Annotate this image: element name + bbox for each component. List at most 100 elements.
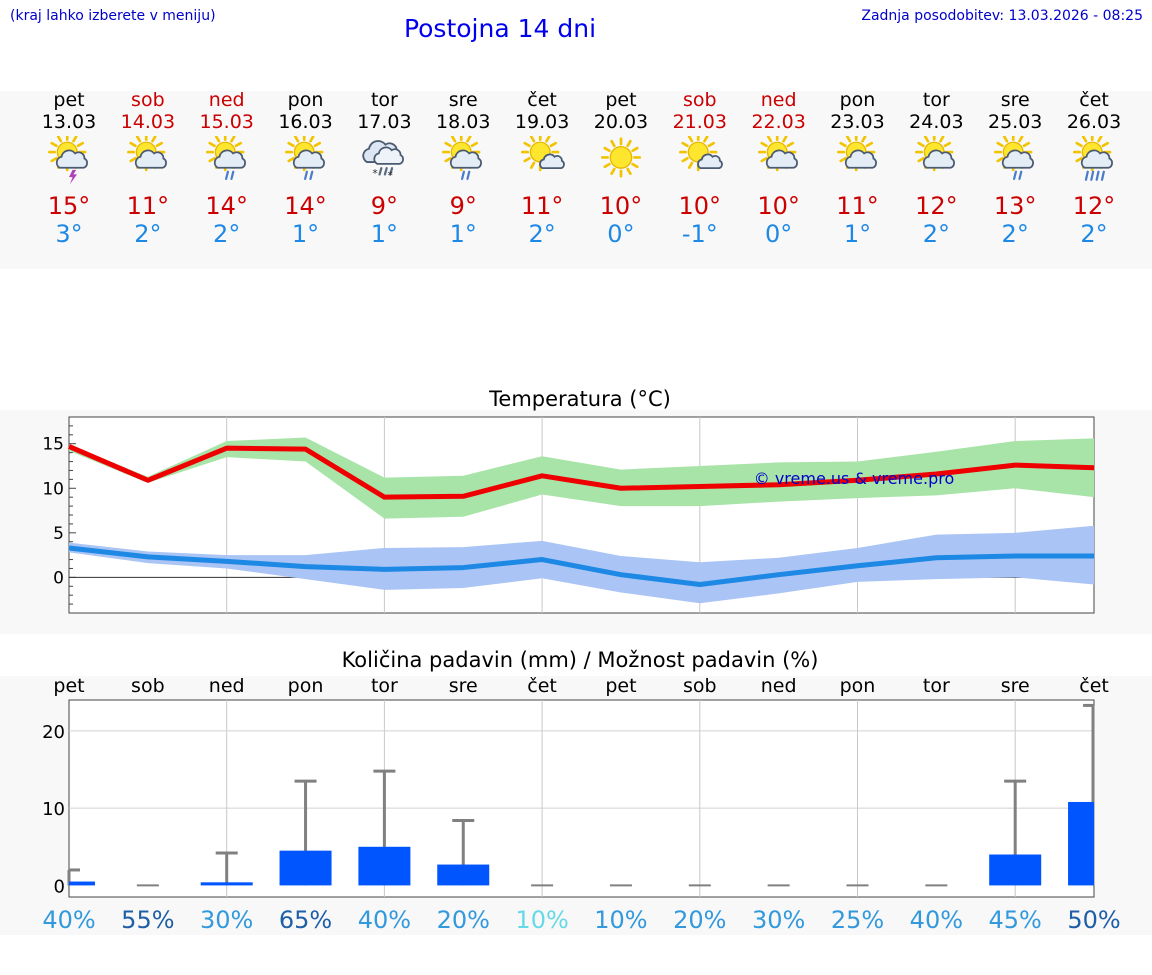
day-date: 14.03 bbox=[120, 111, 176, 133]
precip-probability: 40% bbox=[910, 906, 963, 934]
day-date: 15.03 bbox=[199, 111, 254, 133]
day-date: 19.03 bbox=[514, 111, 570, 133]
sun-cloud-icon bbox=[915, 132, 956, 172]
day-column: čet 26.03 12° 2° bbox=[1054, 89, 1134, 248]
max-temperature-line bbox=[68, 444, 1095, 500]
min-temperature: 2° bbox=[528, 220, 556, 248]
precip-day-label: sre bbox=[1001, 675, 1030, 697]
y-tick-label: 0 bbox=[53, 568, 64, 588]
day-name: sre bbox=[448, 89, 478, 111]
precip-probability: 20% bbox=[437, 906, 490, 934]
precip-day-label: čet bbox=[527, 675, 557, 697]
sun-cloud-icon bbox=[757, 132, 798, 172]
precip-probability: 65% bbox=[279, 906, 332, 934]
sun-cloud-rain-icon bbox=[284, 132, 325, 180]
day-column: tor 24.03 12° 2° bbox=[896, 89, 976, 248]
precip-probability: 50% bbox=[1067, 906, 1120, 934]
min-temperature: 2° bbox=[1001, 220, 1029, 248]
precip-day-label: sob bbox=[683, 675, 717, 697]
day-name: čet bbox=[1079, 89, 1109, 111]
sun-small-cloud-icon bbox=[521, 132, 565, 172]
min-temperature: 1° bbox=[843, 220, 872, 248]
day-date: 23.03 bbox=[830, 111, 885, 133]
precip-day-label: sob bbox=[131, 675, 165, 697]
day-name: ned bbox=[760, 89, 797, 111]
day-column: pon 23.03 11° 1° bbox=[818, 89, 898, 248]
sun-icon bbox=[600, 137, 642, 178]
max-temperature: 12° bbox=[1072, 192, 1116, 220]
day-name: tor bbox=[922, 89, 950, 111]
y-tick-label: 20 bbox=[42, 722, 65, 743]
day-date: 18.03 bbox=[436, 111, 491, 133]
day-column: ned 22.03 10° 0° bbox=[739, 89, 819, 248]
day-date: 13.03 bbox=[41, 111, 97, 133]
day-name: pet bbox=[605, 89, 637, 111]
day-column: ned 15.03 14° 2° bbox=[187, 89, 267, 248]
sun-cloud-heavy-rain-icon bbox=[1073, 132, 1114, 181]
precip-day-label: tor bbox=[371, 675, 398, 697]
min-temperature: 0° bbox=[765, 220, 793, 248]
day-date: 16.03 bbox=[278, 111, 333, 133]
day-column: pet 20.03 10° 0° bbox=[581, 89, 661, 248]
forecast-strip bbox=[0, 91, 1152, 269]
min-temperature: 0° bbox=[607, 220, 635, 248]
max-temperature: 10° bbox=[757, 192, 800, 220]
sun-small-cloud-icon bbox=[678, 132, 723, 172]
precipitation-plot-area bbox=[68, 699, 1095, 898]
precip-day-label: pon bbox=[840, 675, 876, 697]
day-date: 22.03 bbox=[751, 111, 806, 133]
precip-day-label: čet bbox=[1079, 675, 1109, 697]
precip-day-label: ned bbox=[761, 675, 797, 697]
max-temperature: 14° bbox=[284, 192, 327, 220]
location-menu-note: (kraj lahko izberete v meniju) bbox=[10, 8, 216, 24]
day-name: sob bbox=[683, 89, 717, 111]
day-date: 21.03 bbox=[672, 111, 727, 133]
day-column: sob 21.03 10° -1° bbox=[660, 89, 740, 248]
y-tick-label: 0 bbox=[54, 876, 65, 897]
temperature-chart: 0 5 10 15 © vreme.us & vreme.pro bbox=[42, 416, 1095, 614]
min-temperature: 2° bbox=[134, 220, 162, 248]
precip-probability: 55% bbox=[121, 906, 174, 934]
day-date: 26.03 bbox=[1066, 111, 1122, 133]
day-name: sre bbox=[1000, 89, 1030, 111]
day-name: sob bbox=[131, 89, 165, 111]
svg-text:*: * bbox=[388, 169, 394, 182]
y-tick-label: 15 bbox=[42, 435, 64, 455]
min-temperature: 1° bbox=[291, 220, 320, 248]
min-temperature: 1° bbox=[370, 220, 399, 248]
precip-day-label: sre bbox=[449, 675, 478, 697]
day-name: pon bbox=[839, 89, 876, 111]
last-updated: Zadnja posodobitev: 13.03.2026 - 08:25 bbox=[861, 8, 1143, 24]
day-name: čet bbox=[527, 89, 557, 111]
precip-day-label: tor bbox=[923, 675, 950, 697]
precip-bar bbox=[1068, 801, 1094, 886]
day-name: pet bbox=[53, 89, 85, 111]
precip-probability: 10% bbox=[594, 906, 647, 934]
max-temperature: 9° bbox=[449, 192, 477, 220]
precip-bar bbox=[989, 854, 1042, 886]
max-temperature: 13° bbox=[993, 192, 1037, 220]
max-temperature: 11° bbox=[520, 192, 564, 220]
max-temperature: 15° bbox=[47, 192, 91, 220]
day-column: sre 18.03 9° 1° bbox=[423, 89, 503, 248]
precip-probability: 25% bbox=[831, 906, 884, 934]
max-temperature: 14° bbox=[205, 192, 248, 220]
sun-cloud-icon bbox=[126, 132, 167, 172]
precip-day-label: pet bbox=[605, 675, 636, 697]
day-date: 20.03 bbox=[593, 111, 649, 133]
watermark: © vreme.us & vreme.pro bbox=[754, 469, 955, 488]
precip-bar bbox=[69, 881, 95, 886]
day-column: sre 25.03 13° 2° bbox=[975, 89, 1055, 248]
precipitation-chart-title: Količina padavin (mm) / Možnost padavin … bbox=[341, 648, 819, 672]
min-temperature: 1° bbox=[449, 220, 477, 248]
day-column: čet 19.03 11° 2° bbox=[502, 89, 582, 248]
day-date: 25.03 bbox=[987, 111, 1043, 133]
max-temperature-range-band bbox=[69, 437, 1095, 519]
day-column: pet 13.03 15° 3° bbox=[29, 89, 109, 248]
sun-cloud-thunder-icon bbox=[48, 132, 88, 185]
max-temperature: 12° bbox=[915, 192, 958, 220]
day-name: pon bbox=[287, 89, 324, 111]
min-temperature-range-band bbox=[69, 525, 1095, 604]
precip-bar bbox=[437, 864, 490, 886]
day-column: pon 16.03 14° 1° bbox=[266, 89, 346, 248]
